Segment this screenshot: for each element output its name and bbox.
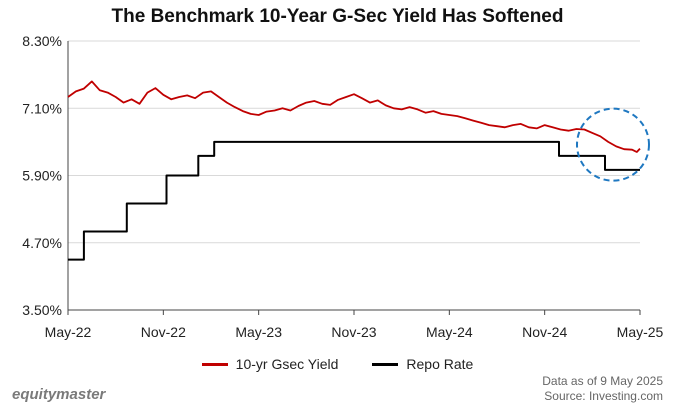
chart-legend: 10-yr Gsec Yield Repo Rate	[0, 356, 675, 372]
x-tick-label: May-24	[426, 324, 473, 340]
y-tick-label: 5.90%	[22, 168, 62, 184]
y-tick-label: 7.10%	[22, 100, 62, 116]
legend-item-repo: Repo Rate	[372, 356, 473, 372]
x-tick-label: May-23	[235, 324, 282, 340]
chart-title: The Benchmark 10-Year G-Sec Yield Has So…	[111, 6, 564, 27]
x-tick-label: May-22	[45, 324, 92, 340]
y-tick-label: 8.30%	[22, 33, 62, 49]
x-tick-label: May-25	[617, 324, 664, 340]
y-tick-label: 3.50%	[22, 302, 62, 318]
source-note: Source: Investing.com	[544, 389, 663, 403]
y-tick-label: 4.70%	[22, 235, 62, 251]
repo-series-line	[68, 140, 640, 261]
legend-swatch-repo	[372, 362, 399, 366]
footer-notes: Data as of 9 May 2025 Source: Investing.…	[542, 374, 663, 404]
data-date-note: Data as of 9 May 2025	[542, 374, 663, 388]
x-tick-label: Nov-24	[522, 324, 567, 340]
x-tick-label: Nov-23	[331, 324, 376, 340]
chart-area: 3.50% 4.70% 5.90% 7.10% 8.30% May-22 Nov-22 May…	[22, 33, 664, 340]
legend-label-repo: Repo Rate	[406, 356, 474, 372]
legend-swatch-yield	[201, 362, 228, 366]
legend-label-yield: 10-yr Gsec Yield	[235, 356, 339, 372]
highlight-circle-annotation	[575, 107, 650, 182]
yield-series-line	[67, 80, 641, 153]
brand-logo: equitymaster	[12, 386, 106, 403]
x-tick-label: Nov-22	[141, 324, 186, 340]
legend-item-yield: 10-yr Gsec Yield	[201, 356, 339, 372]
